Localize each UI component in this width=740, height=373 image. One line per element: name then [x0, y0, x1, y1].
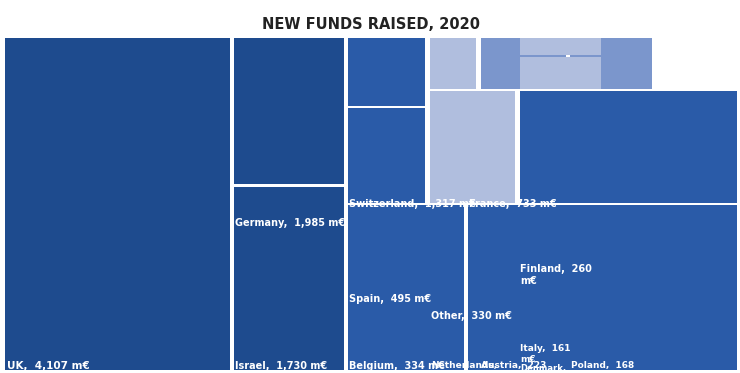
Bar: [5, 38, 230, 370]
Bar: [430, 91, 515, 203]
Text: Netherlands,
256 m€: Netherlands, 256 m€: [431, 361, 497, 373]
Title: NEW FUNDS RAISED, 2020: NEW FUNDS RAISED, 2020: [262, 17, 480, 32]
Bar: [519, 57, 601, 89]
Bar: [235, 38, 344, 184]
Bar: [430, 38, 476, 89]
Text: Finland,  260
m€: Finland, 260 m€: [520, 264, 592, 286]
Text: Israel,  1,730 m€: Israel, 1,730 m€: [235, 361, 327, 371]
Text: Denmark,
158 m€: Denmark, 158 m€: [520, 364, 566, 373]
Text: Poland,  168
m€: Poland, 168 m€: [571, 361, 634, 373]
Bar: [480, 38, 566, 89]
Text: Austria,  223
m€: Austria, 223 m€: [481, 361, 547, 373]
Bar: [349, 108, 425, 203]
Text: Germany,  1,985 m€: Germany, 1,985 m€: [235, 217, 346, 228]
Text: Italy,  161
m€: Italy, 161 m€: [520, 344, 571, 364]
Bar: [235, 186, 344, 370]
Bar: [349, 205, 464, 370]
Text: France,  733 m€: France, 733 m€: [469, 199, 556, 209]
Text: Switzerland,  1,317 m€: Switzerland, 1,317 m€: [349, 199, 476, 209]
Text: Spain,  495 m€: Spain, 495 m€: [349, 294, 431, 304]
Text: Other,  330 m€: Other, 330 m€: [431, 311, 511, 321]
Bar: [519, 38, 601, 55]
Bar: [519, 91, 737, 203]
Text: UK,  4,107 m€: UK, 4,107 m€: [7, 361, 90, 371]
Text: Belgium,  334 m€: Belgium, 334 m€: [349, 361, 445, 371]
Bar: [468, 205, 737, 370]
Bar: [349, 38, 425, 106]
Bar: [571, 38, 652, 89]
